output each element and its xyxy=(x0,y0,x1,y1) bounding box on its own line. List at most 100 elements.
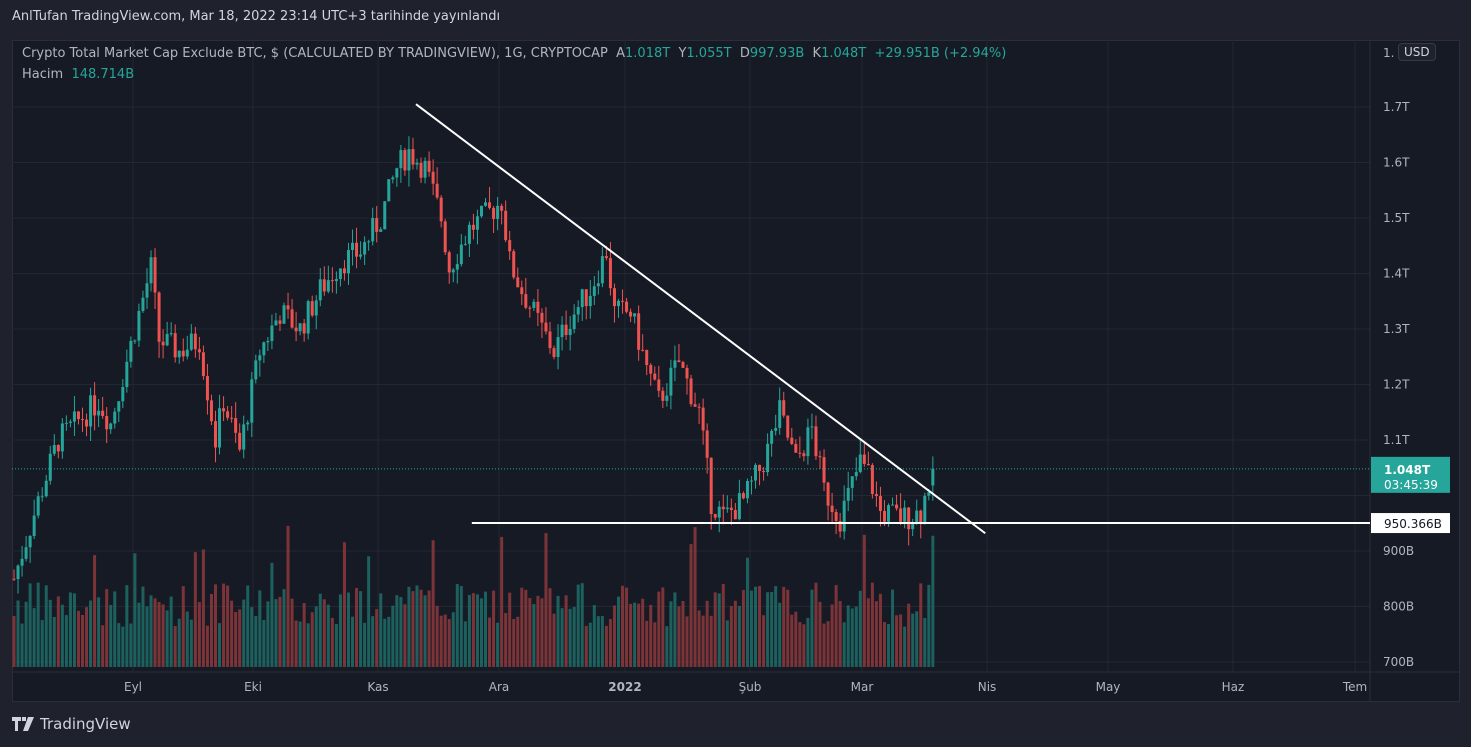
price-tick-label: 1.5T xyxy=(1383,211,1410,225)
volume-label[interactable]: Hacim xyxy=(22,67,64,82)
volume-bar xyxy=(125,585,129,667)
volume-value: 148.714B xyxy=(71,67,135,82)
price-tick-label: 1.4T xyxy=(1383,267,1410,281)
candle-body xyxy=(334,278,338,282)
volume-bar xyxy=(310,612,314,667)
volume-bar xyxy=(40,620,44,667)
volume-bar xyxy=(705,600,709,667)
candle-body xyxy=(48,453,52,481)
candle-body xyxy=(512,251,516,278)
volume-bar xyxy=(713,592,717,667)
candle-body xyxy=(137,310,141,341)
volume-bar xyxy=(141,586,145,667)
candle-body xyxy=(250,379,254,423)
candle-body xyxy=(342,268,346,274)
volume-bar xyxy=(443,614,447,667)
volume-bar xyxy=(427,590,431,667)
volume-bar xyxy=(294,620,298,667)
volume-bar xyxy=(76,610,80,667)
candle-body xyxy=(258,355,262,361)
volume-bar xyxy=(173,626,177,667)
volume-bar xyxy=(379,593,383,667)
volume-bar xyxy=(887,624,891,667)
candle-body xyxy=(209,400,213,422)
volume-bar xyxy=(697,610,701,667)
candle-body xyxy=(576,307,580,315)
last-price-label: 1.048T xyxy=(1384,463,1431,477)
candle-body xyxy=(770,430,774,444)
time-tick-label: Mar xyxy=(851,680,874,694)
price-tick-label: 1.6T xyxy=(1383,156,1410,170)
volume-bar xyxy=(64,615,68,667)
time-tick-label: Eki xyxy=(244,680,262,694)
candle-body xyxy=(463,243,467,245)
candle-body xyxy=(524,294,528,308)
candle-body xyxy=(44,480,48,497)
volume-bar xyxy=(218,623,222,667)
candle-body xyxy=(596,283,600,287)
candle-body xyxy=(717,506,721,518)
price-tick-label: 800B xyxy=(1383,600,1414,614)
currency-button[interactable]: USD xyxy=(1398,43,1436,61)
volume-bar xyxy=(838,601,842,667)
volume-bar xyxy=(637,603,641,667)
volume-bar xyxy=(318,593,322,667)
volume-bar xyxy=(899,614,903,667)
candle-body xyxy=(173,333,177,358)
candle-body xyxy=(169,333,173,335)
candle-body xyxy=(28,535,32,548)
candle-body xyxy=(117,401,121,412)
volume-bar xyxy=(451,612,455,667)
candle-body xyxy=(290,309,294,328)
volume-bar xyxy=(866,598,870,667)
candle-body xyxy=(806,427,810,457)
volume-bar xyxy=(205,625,209,667)
volume-bar xyxy=(12,616,16,667)
candle-body xyxy=(653,373,657,380)
volume-bar xyxy=(604,625,608,667)
candle-body xyxy=(617,300,620,307)
volume-bar xyxy=(314,606,318,667)
volume-bar xyxy=(415,585,419,667)
candle-body xyxy=(443,221,447,253)
volume-bar xyxy=(693,527,697,667)
volume-bar xyxy=(806,617,810,667)
volume-bar xyxy=(137,602,141,667)
candle-body xyxy=(411,149,415,165)
volume-bar xyxy=(701,615,705,667)
candle-body xyxy=(572,314,576,330)
volume-bar xyxy=(528,598,532,667)
candle-body xyxy=(129,340,133,362)
symbol-name[interactable]: Crypto Total Market Cap Exclude BTC, $ (… xyxy=(22,46,608,61)
volume-bar xyxy=(93,555,97,667)
volume-bar xyxy=(181,586,185,667)
volume-bar xyxy=(20,623,24,667)
low-label: D xyxy=(739,46,750,61)
candle-body xyxy=(520,287,524,295)
candle-body xyxy=(552,348,556,357)
candle-body xyxy=(874,494,878,496)
candle-body xyxy=(584,289,588,307)
volume-bar xyxy=(68,592,72,667)
candle-body xyxy=(665,395,669,401)
candle-body xyxy=(351,242,355,251)
volume-bar xyxy=(342,542,346,667)
tradingview-logo-icon xyxy=(12,717,34,731)
candle-body xyxy=(379,229,383,232)
volume-bar xyxy=(266,601,270,667)
volume-bar xyxy=(44,585,48,667)
volume-bar xyxy=(89,600,93,667)
volume-bar xyxy=(109,605,113,667)
candle-body xyxy=(294,327,298,332)
volume-bar xyxy=(395,595,399,667)
volume-bar xyxy=(326,604,330,667)
volume-bar xyxy=(246,585,250,667)
volume-bar xyxy=(475,594,479,667)
change-value: +29.951B (+2.94%) xyxy=(874,46,1007,61)
candle-body xyxy=(391,177,395,180)
tradingview-logo[interactable]: TradingView xyxy=(12,715,131,733)
symbol-legend: Crypto Total Market Cap Exclude BTC, $ (… xyxy=(22,46,1006,61)
candle-body xyxy=(504,210,508,241)
candle-body xyxy=(737,493,741,520)
